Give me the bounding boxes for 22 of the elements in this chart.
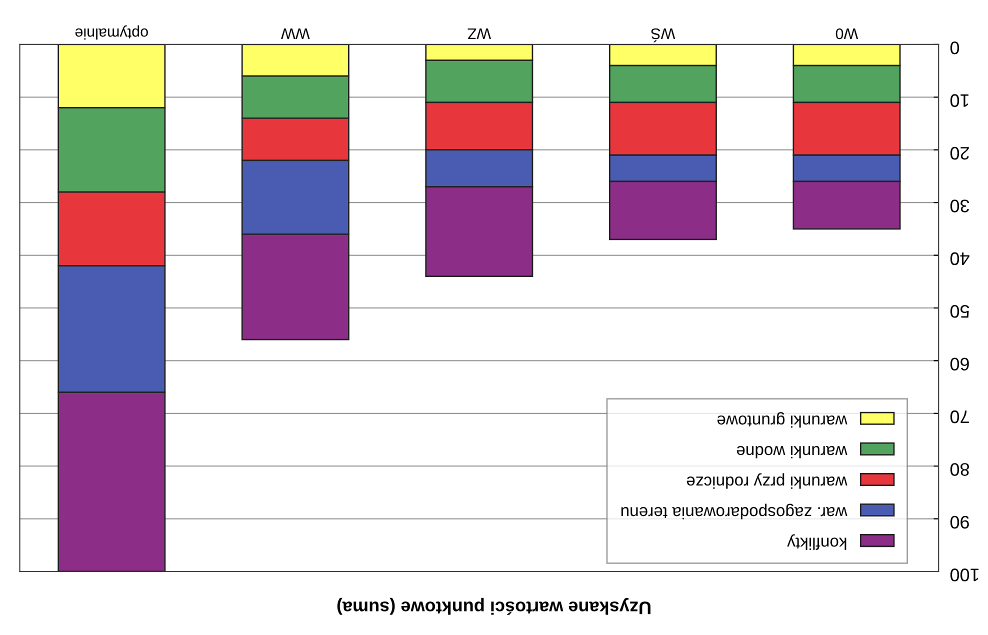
legend-label: war. zagospodarowania terenu — [621, 504, 848, 520]
legend-label: warunki przy rodnicze — [686, 473, 848, 489]
x-tick-label: WW — [281, 28, 310, 40]
legend-label: warunki gruntowe — [717, 412, 848, 428]
y-tick-label: 10 — [950, 94, 968, 107]
y-tick-label: 40 — [950, 252, 970, 266]
x-tick-label: W0 — [836, 28, 858, 40]
x-tick-label: optymalnie — [75, 25, 148, 40]
y-tick-label: 20 — [950, 146, 969, 160]
x-tick-label: WŚ — [651, 28, 676, 42]
y-tick-label: 50 — [950, 305, 970, 318]
y-tick-label: 100 — [950, 568, 978, 582]
legend-label: konflikty — [787, 534, 846, 550]
y-tick-label: 60 — [950, 358, 969, 370]
y-tick-label: 0 — [950, 41, 960, 54]
text: Uzyskane wartości punktowe (suma) — [337, 598, 650, 615]
y-tick-label: 90 — [950, 516, 969, 529]
y-tick-label: 80 — [950, 463, 970, 476]
x-tick-label: WZ — [468, 28, 491, 40]
legend-label: warunki wodne — [736, 446, 848, 458]
y-tick-label: 70 — [950, 410, 969, 424]
y-tick-label: 30 — [950, 200, 970, 212]
